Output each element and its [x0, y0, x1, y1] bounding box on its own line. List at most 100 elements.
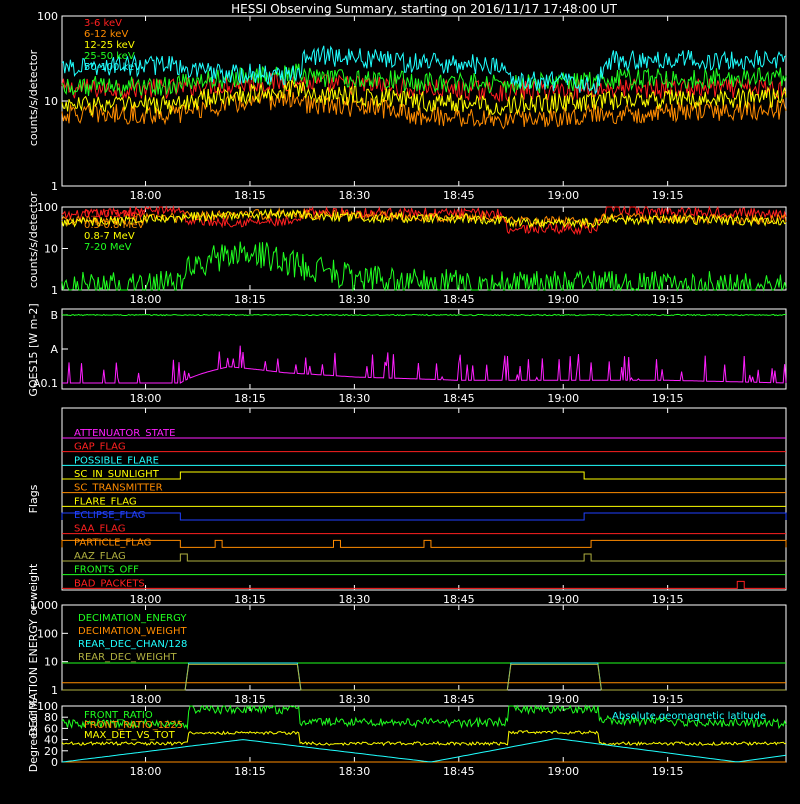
- plot-title: HESSI Observing Summary, starting on 201…: [231, 2, 617, 16]
- x-tick-label: 18:30: [339, 392, 371, 405]
- flag-label: FRONTS_OFF: [74, 565, 139, 576]
- y-tick-label: 1: [51, 684, 58, 697]
- flag-trace: [61, 539, 787, 548]
- y-tick-label: 100: [37, 627, 58, 640]
- x-tick-label: 19:00: [547, 189, 579, 202]
- series-line: [61, 205, 787, 236]
- y-tick-label: 100: [37, 10, 58, 23]
- series-line: [61, 79, 787, 116]
- x-tick-label: 18:30: [339, 693, 371, 706]
- x-tick-label: 19:15: [652, 293, 684, 306]
- x-tick-label: 18:45: [443, 392, 475, 405]
- series-line: [61, 313, 787, 317]
- x-tick-label: 19:15: [652, 392, 684, 405]
- x-tick-label: 19:00: [547, 293, 579, 306]
- x-tick-label: 18:45: [443, 189, 475, 202]
- x-tick-label: 18:00: [130, 293, 162, 306]
- y-axis-label: DECIMATION ENERGY or weight: [27, 563, 40, 736]
- y-tick-label: 1: [51, 284, 58, 297]
- x-tick-label: 19:00: [547, 693, 579, 706]
- x-tick-label: 18:15: [234, 693, 266, 706]
- y-tick-label: 10: [44, 656, 58, 669]
- legend-entry: DECIMATION_WEIGHT: [78, 626, 187, 637]
- flag-label: GAP_FLAG: [74, 442, 126, 453]
- y-tick-label: 10: [44, 243, 58, 256]
- legend-entry: 3-6 keV: [84, 18, 122, 29]
- y-axis-label: counts/s/detector: [27, 191, 40, 288]
- y-tick-label: 100: [37, 201, 58, 214]
- legend-entry: FRONT_RATIO: [84, 710, 153, 721]
- x-tick-label: 18:30: [339, 293, 371, 306]
- series-line: [62, 345, 787, 384]
- x-tick-label: 19:15: [652, 189, 684, 202]
- series-line: [61, 738, 787, 763]
- x-tick-label: 18:15: [234, 593, 266, 606]
- x-tick-label: 18:00: [130, 765, 162, 778]
- y-tick-label: 1: [51, 180, 58, 193]
- legend-entry: DECIMATION_ENERGY: [78, 613, 187, 624]
- x-tick-label: 18:45: [443, 593, 475, 606]
- legend-entry: 6-12 keV: [84, 29, 128, 40]
- x-tick-label: 19:00: [547, 593, 579, 606]
- series-line: [61, 730, 787, 747]
- y-tick-label: 10: [44, 95, 58, 108]
- flag-trace: [62, 580, 786, 589]
- legend-entry: 12-25 keV: [84, 40, 135, 51]
- flag-label: POSSIBLE_FLARE: [74, 455, 159, 466]
- y-tick-label: A: [50, 343, 58, 356]
- series-line: [61, 88, 787, 130]
- legend-entry: MAX_DET_VS_TOT: [84, 730, 176, 741]
- series-line: [61, 208, 787, 229]
- flag-trace: [62, 553, 786, 562]
- x-tick-label: 18:00: [130, 693, 162, 706]
- legend-entry: REAR_DEC_CHAN/128: [78, 639, 187, 650]
- x-tick-label: 19:15: [652, 593, 684, 606]
- legend-entry: 7-20 MeV: [84, 242, 132, 253]
- y-axis-label: Flags: [27, 484, 40, 513]
- flag-label: BAD_PACKETS: [74, 578, 145, 589]
- x-tick-label: 18:00: [130, 189, 162, 202]
- flag-trace: [61, 512, 787, 521]
- x-tick-label: 19:15: [652, 765, 684, 778]
- flag-label: SAA_FLAG: [74, 524, 125, 535]
- x-tick-label: 18:45: [443, 293, 475, 306]
- flag-label: PARTICLE_FLAG: [74, 537, 151, 548]
- x-tick-label: 18:45: [443, 693, 475, 706]
- x-tick-label: 18:30: [339, 765, 371, 778]
- flag-label: ECLIPSE_FLAG: [74, 510, 145, 521]
- y-tick-label: 60: [44, 722, 58, 735]
- legend-entry: 0.1-0.3 MeV: [84, 209, 144, 220]
- y-tick-label: 80: [44, 711, 58, 724]
- y-tick-label: 20: [44, 745, 58, 758]
- flag-label: SC_IN_SUNLIGHT: [74, 469, 160, 480]
- x-tick-label: 18:30: [339, 593, 371, 606]
- x-tick-label: 18:00: [130, 593, 162, 606]
- legend-entry: 25-50 keV: [84, 51, 135, 62]
- flag-label: SC_TRANSMITTER: [74, 483, 163, 494]
- flag-trace: [62, 471, 786, 480]
- series-line: [61, 63, 787, 98]
- y-tick-label: 0: [51, 756, 58, 769]
- panel-frame: [61, 407, 787, 591]
- y-axis-label: Degrees or %: [27, 698, 40, 772]
- x-tick-label: 19:15: [652, 693, 684, 706]
- y-tick-label: 1000: [30, 599, 58, 612]
- y-tick-label: 100: [37, 700, 58, 713]
- y-tick-label: A0.1: [33, 377, 58, 390]
- series-line: [62, 663, 786, 691]
- legend-entry: 50-100 keV: [84, 62, 141, 73]
- x-tick-label: 18:00: [130, 392, 162, 405]
- x-tick-label: 18:15: [234, 392, 266, 405]
- legend-entry: 0.8-7 MeV: [84, 231, 135, 242]
- x-tick-label: 18:15: [234, 189, 266, 202]
- legend-entry: REAR_DEC_WEIGHT: [78, 652, 177, 663]
- x-tick-label: 18:30: [339, 189, 371, 202]
- annotation-latitude: Absolute geomagnetic latitude: [612, 711, 766, 722]
- flag-label: AAZ_FLAG: [74, 551, 126, 562]
- x-tick-label: 18:15: [234, 765, 266, 778]
- flag-label: ATTENUATOR_STATE: [74, 428, 175, 439]
- flag-label: FLARE_FLAG: [74, 496, 137, 507]
